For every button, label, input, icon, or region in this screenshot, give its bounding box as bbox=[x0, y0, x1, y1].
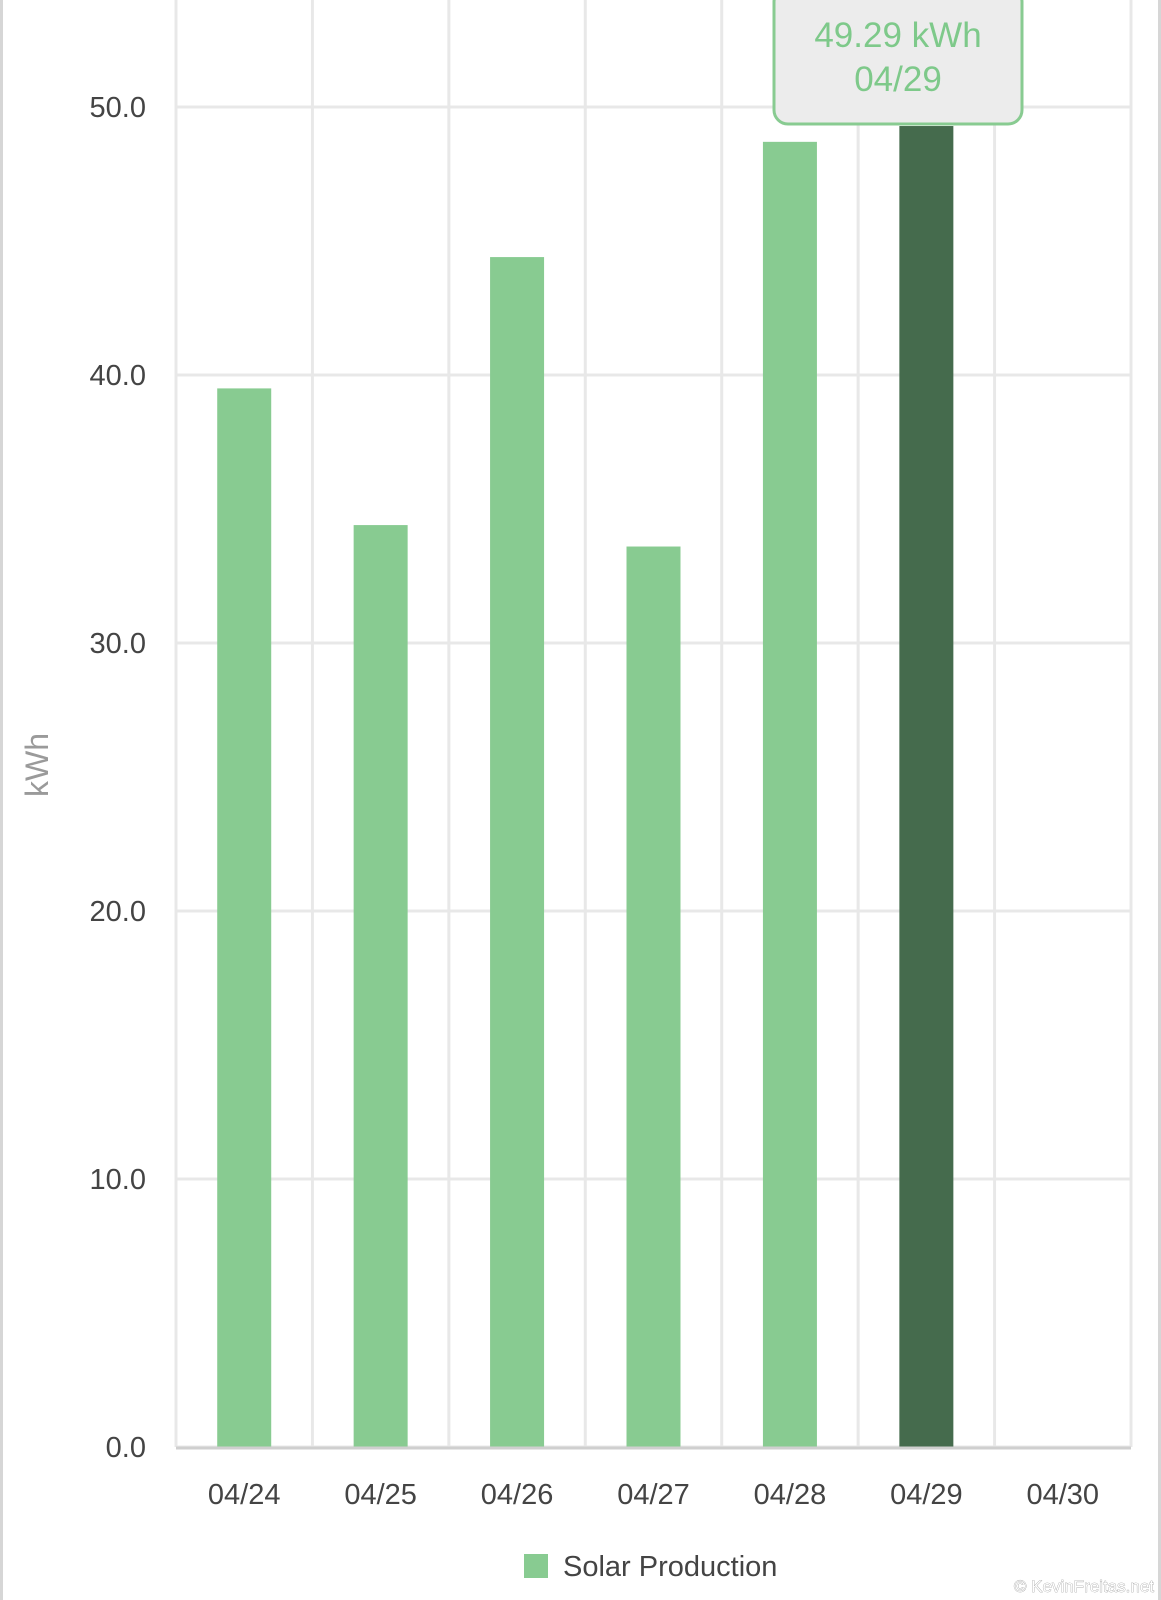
legend[interactable]: Solar Production bbox=[524, 1551, 777, 1583]
tooltip-box bbox=[772, 0, 1024, 126]
x-tick-label: 04/24 bbox=[208, 1479, 281, 1511]
bars-layer bbox=[217, 126, 954, 1448]
watermark: © KevinFreitas.net bbox=[1014, 1577, 1154, 1596]
x-tick-label: 04/27 bbox=[617, 1479, 690, 1511]
y-tick-label: 30.0 bbox=[90, 628, 146, 660]
bar-tooltip: 49.29 kWh 04/29 bbox=[772, 0, 1024, 126]
y-axis-title: kWh bbox=[19, 733, 55, 797]
x-tick-label: 04/28 bbox=[754, 1479, 827, 1511]
bar bbox=[762, 141, 817, 1448]
legend-label: Solar Production bbox=[563, 1551, 777, 1583]
tooltip-value: 49.29 kWh bbox=[814, 16, 981, 55]
tooltip-date: 04/29 bbox=[854, 60, 942, 99]
y-tick-label: 50.0 bbox=[90, 92, 146, 124]
x-tick-label: 04/25 bbox=[344, 1479, 417, 1511]
y-tick-label: 0.0 bbox=[106, 1432, 146, 1464]
y-tick-label: 20.0 bbox=[90, 896, 146, 928]
legend-swatch bbox=[524, 1554, 548, 1578]
bar bbox=[217, 388, 272, 1447]
x-tick-label: 04/30 bbox=[1026, 1479, 1099, 1511]
bar bbox=[626, 546, 681, 1447]
bar bbox=[353, 525, 408, 1447]
bar bbox=[490, 257, 545, 1448]
y-tick-label: 40.0 bbox=[90, 360, 146, 392]
y-tick-label: 10.0 bbox=[90, 1164, 146, 1196]
x-tick-label: 04/29 bbox=[890, 1479, 963, 1511]
x-tick-label: 04/26 bbox=[481, 1479, 554, 1511]
bar-highlighted bbox=[899, 126, 954, 1448]
axis-layer: 0.0 10.0 20.0 30.0 40.0 50.0 04/24 04/25 04/26 04… bbox=[90, 92, 1131, 1511]
